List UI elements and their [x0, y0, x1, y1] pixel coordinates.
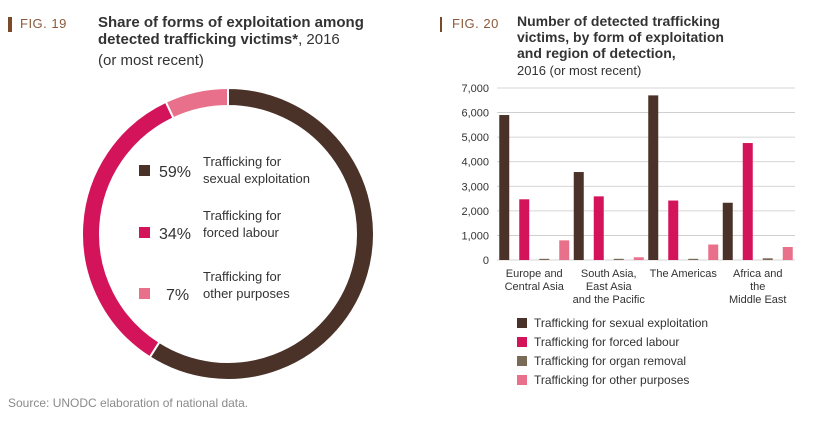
y-tick-label: 3,000 — [461, 181, 489, 193]
y-tick-label: 4,000 — [461, 157, 489, 169]
legend-swatch-other — [517, 375, 527, 385]
fig19-label: FIG. 19 — [20, 16, 67, 31]
x-category-label: Africa and the Middle East — [729, 268, 786, 306]
bar-sexual-3 — [722, 202, 733, 260]
legend-swatch-other — [139, 288, 150, 299]
bar-forced-0 — [519, 199, 530, 260]
slice-label-forced-line1: Trafficking for — [203, 208, 282, 223]
bar-organ-0 — [539, 258, 550, 260]
legend-swatch-sexual — [517, 318, 527, 328]
y-tick-label: 0 — [483, 255, 489, 267]
bar-y-ticks: 0 1,000 2,000 3,000 4,000 5,000 6,000 7,000 — [461, 83, 489, 267]
slice-label-sexual-line2: sexual exploitation — [203, 171, 310, 186]
fig20-subtitle: 2016 (or most recent) — [517, 63, 642, 78]
bar-x-labels: Europe and Central Asia South Asia, East As… — [505, 268, 787, 306]
fig20-title-line3: and region of detection, — [517, 45, 676, 61]
x-category-label: The Americas — [650, 268, 718, 280]
x-category-label: South Asia, East Asia and the Pacific — [573, 268, 646, 306]
legend-swatch-forced — [139, 227, 150, 238]
legend-swatch-organ — [517, 356, 527, 366]
slice-label-sexual-line1: Trafficking for — [203, 154, 282, 169]
legend-label-sexual: Trafficking for sexual exploitation — [534, 316, 708, 330]
bar-organ-2 — [688, 258, 699, 260]
bar-other-0 — [559, 240, 570, 260]
bar-forced-2 — [668, 200, 679, 260]
donut-slice-other — [164, 86, 229, 120]
donut-legend: 59% Trafficking for sexual exploitation … — [139, 154, 310, 304]
bar-sexual-1 — [573, 172, 584, 260]
slice-label-other-line1: Trafficking for — [203, 269, 282, 284]
bar-organ-1 — [613, 258, 624, 260]
bar-marks — [499, 95, 793, 261]
legend-swatch-sexual — [139, 165, 150, 176]
bar-organ-3 — [762, 258, 773, 260]
pct-label-forced: 34% — [159, 226, 191, 243]
fig20-marker — [440, 17, 442, 32]
fig20-label: FIG. 20 — [452, 16, 499, 31]
y-tick-label: 1,000 — [461, 230, 489, 242]
fig19-subtitle: (or most recent) — [98, 52, 204, 69]
fig19-title-line1: Share of forms of exploitation among — [98, 14, 364, 31]
bar-forced-3 — [742, 143, 753, 260]
slice-label-forced-line2: forced labour — [203, 225, 280, 240]
donut-slices — [81, 86, 375, 381]
fig19-title-line2-bold: detected trafficking victims* — [98, 31, 299, 48]
fig19-marker — [8, 17, 12, 32]
donut-chart: 59% Trafficking for sexual exploitation … — [81, 86, 375, 381]
slice-label-other-line2: other purposes — [203, 286, 290, 301]
bar-chart: 0 1,000 2,000 3,000 4,000 5,000 6,000 7,000 Eur… — [461, 83, 795, 387]
y-tick-label: 6,000 — [461, 108, 489, 120]
pct-label-other: 7% — [166, 287, 189, 304]
fig20-title-line1: Number of detected trafficking — [517, 13, 721, 29]
bar-other-2 — [708, 244, 719, 260]
legend-label-other: Trafficking for other purposes — [534, 373, 689, 387]
bar-legend: Trafficking for sexual exploitation Traff… — [517, 316, 708, 387]
y-tick-label: 5,000 — [461, 132, 489, 144]
y-tick-label: 7,000 — [461, 83, 489, 95]
bar-other-3 — [782, 246, 793, 260]
fig20-title-line2: victims, by form of exploitation — [517, 29, 724, 45]
bar-sexual-2 — [648, 95, 659, 260]
x-category-label: Europe and Central Asia — [505, 268, 565, 293]
bar-sexual-0 — [499, 115, 510, 261]
legend-swatch-forced — [517, 337, 527, 347]
legend-label-forced: Trafficking for forced labour — [534, 335, 679, 349]
legend-label-organ: Trafficking for organ removal — [534, 354, 686, 368]
source-note: Source: UNODC elaboration of national da… — [8, 396, 249, 410]
bar-forced-1 — [593, 196, 604, 260]
bar-other-1 — [633, 257, 644, 260]
fig19-title-line2-rest: , 2016 — [298, 31, 340, 48]
fig19-title-line2: detected trafficking victims*, 2016 — [98, 31, 340, 48]
y-tick-label: 2,000 — [461, 206, 489, 218]
pct-label-sexual: 59% — [159, 164, 191, 181]
